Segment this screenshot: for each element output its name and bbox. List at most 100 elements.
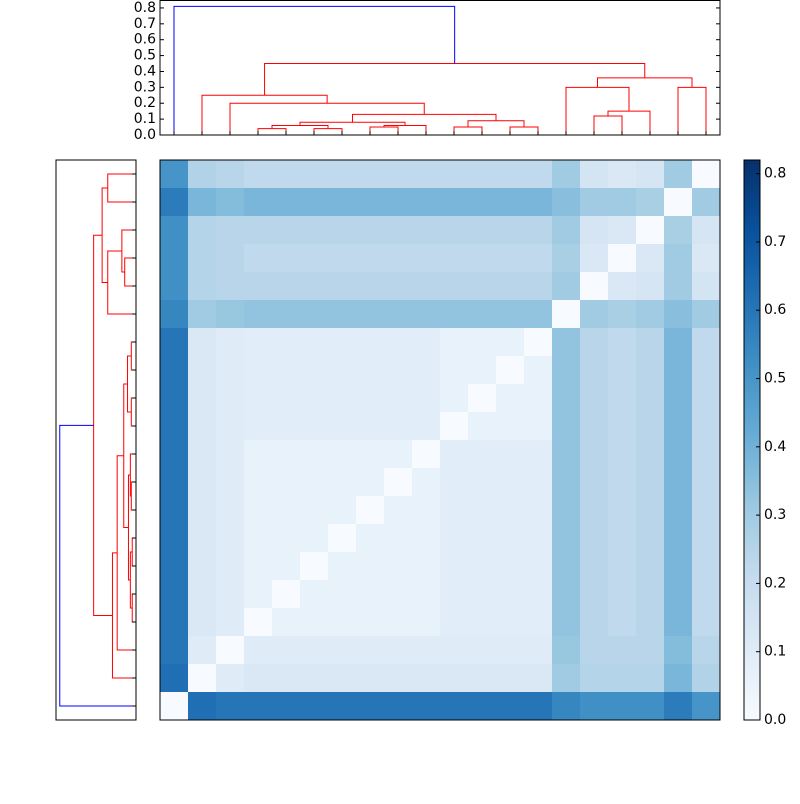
heatmap-cell <box>636 524 665 553</box>
heatmap-cell <box>300 216 329 245</box>
heatmap-cell <box>300 580 329 609</box>
heatmap-cell <box>664 664 693 693</box>
heatmap-cell <box>524 524 553 553</box>
heatmap-cell <box>300 384 329 413</box>
heatmap-cell <box>160 384 189 413</box>
heatmap-cell <box>356 216 385 245</box>
y-tick-label: 0.6 <box>134 32 156 48</box>
heatmap-cell <box>468 328 497 357</box>
heatmap-cell <box>216 636 245 665</box>
heatmap-cell <box>608 272 637 301</box>
heatmap-cell <box>244 608 273 637</box>
heatmap-cell <box>580 188 609 217</box>
heatmap-cell <box>692 272 721 301</box>
heatmap-cell <box>160 272 189 301</box>
heatmap-cell <box>468 300 497 329</box>
heatmap-cell <box>664 636 693 665</box>
heatmap-cell <box>552 356 581 385</box>
heatmap-cell <box>552 608 581 637</box>
top-dendrogram-link <box>173 5 456 135</box>
colorbar <box>743 159 761 721</box>
heatmap-cell <box>216 664 245 693</box>
heatmap-cell <box>328 244 357 273</box>
heatmap-cell <box>552 160 581 189</box>
heatmap-cell <box>692 160 721 189</box>
heatmap-cell <box>300 468 329 497</box>
heatmap-cell <box>300 692 329 721</box>
heatmap-cell <box>580 216 609 245</box>
heatmap-cell <box>468 468 497 497</box>
heatmap-cell <box>468 384 497 413</box>
heatmap-cell <box>188 608 217 637</box>
heatmap-cell <box>440 356 469 385</box>
heatmap-cell <box>160 552 189 581</box>
heatmap-cell <box>272 580 301 609</box>
heatmap-cell <box>496 328 525 357</box>
heatmap-cell <box>216 468 245 497</box>
y-tick-label: 0.4 <box>134 63 156 79</box>
heatmap-cell <box>300 160 329 189</box>
heatmap-cell <box>580 636 609 665</box>
heatmap-cell <box>468 580 497 609</box>
heatmap-cell <box>580 244 609 273</box>
heatmap-cell <box>244 328 273 357</box>
heatmap-cell <box>608 188 637 217</box>
heatmap-cell <box>216 384 245 413</box>
heatmap-cell <box>636 160 665 189</box>
heatmap-cell <box>692 244 721 273</box>
heatmap-cell <box>160 440 189 469</box>
heatmap-cell <box>664 608 693 637</box>
heatmap-cell <box>328 440 357 469</box>
heatmap-cell <box>384 580 413 609</box>
heatmap-cell <box>552 328 581 357</box>
heatmap-cell <box>440 272 469 301</box>
heatmap-cell <box>440 664 469 693</box>
colorbar-tick-label: 0.1 <box>764 644 786 660</box>
left-dendrogram-link <box>123 383 129 528</box>
heatmap-cell <box>216 216 245 245</box>
heatmap-cell <box>496 608 525 637</box>
heatmap-cell <box>580 552 609 581</box>
left-dendrogram-link <box>124 257 136 287</box>
heatmap-cell <box>552 440 581 469</box>
heatmap-cell <box>188 244 217 273</box>
colorbar-tick-label: 0.8 <box>764 166 786 182</box>
heatmap-cell <box>216 300 245 329</box>
colorbar-tick-label: 0.5 <box>764 371 786 387</box>
heatmap-cell <box>160 524 189 553</box>
heatmap-cell <box>608 524 637 553</box>
heatmap-cell <box>216 328 245 357</box>
heatmap-cell <box>496 468 525 497</box>
heatmap-cell <box>384 608 413 637</box>
heatmap-cell <box>216 188 245 217</box>
heatmap-cell <box>384 188 413 217</box>
heatmap-cell <box>496 300 525 329</box>
y-tick-label: 0.0 <box>134 127 156 143</box>
heatmap-cell <box>188 552 217 581</box>
heatmap-cell <box>524 692 553 721</box>
heatmap-cell <box>636 496 665 525</box>
heatmap-cell <box>216 356 245 385</box>
heatmap-cell <box>692 412 721 441</box>
heatmap-cell <box>328 608 357 637</box>
heatmap-cell <box>272 412 301 441</box>
heatmap-cell <box>552 272 581 301</box>
heatmap-cell <box>440 692 469 721</box>
heatmap-cell <box>636 608 665 637</box>
heatmap-cell <box>608 244 637 273</box>
heatmap-cell <box>664 188 693 217</box>
heatmap-cell <box>524 216 553 245</box>
heatmap-cell <box>216 552 245 581</box>
heatmap-cell <box>636 300 665 329</box>
heatmap-cell <box>608 328 637 357</box>
heatmap-cell <box>300 496 329 525</box>
heatmap-cell <box>272 552 301 581</box>
heatmap-cell <box>692 496 721 525</box>
heatmap-cell <box>468 524 497 553</box>
heatmap-cell <box>272 216 301 245</box>
heatmap-cell <box>328 496 357 525</box>
heatmap-cell <box>580 272 609 301</box>
heatmap-cell <box>608 496 637 525</box>
heatmap-cell <box>300 608 329 637</box>
